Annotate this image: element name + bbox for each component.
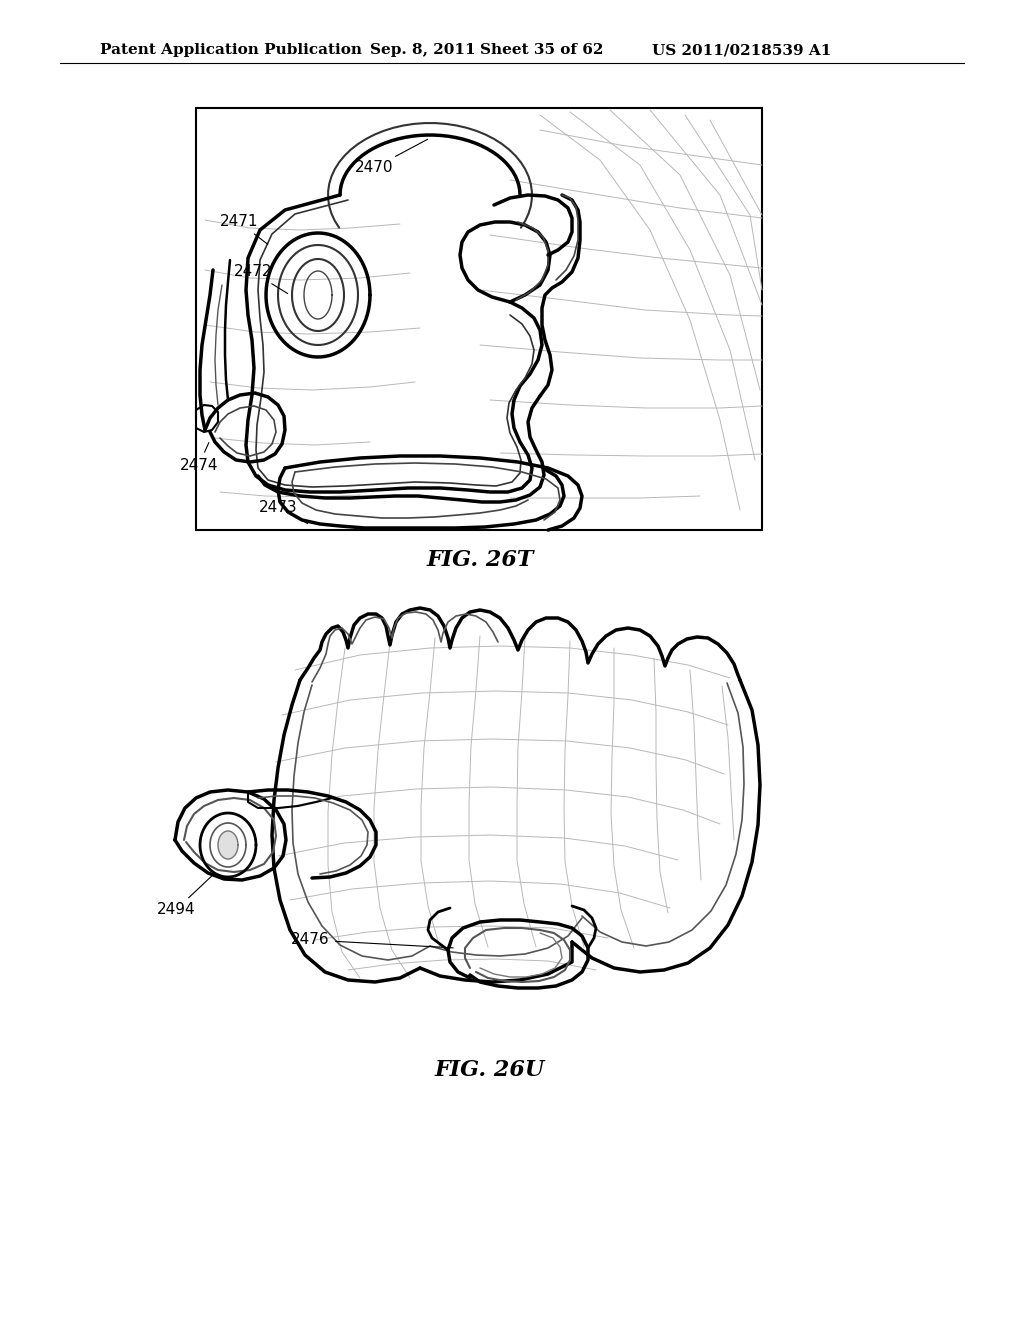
Text: US 2011/0218539 A1: US 2011/0218539 A1 xyxy=(652,44,831,57)
Text: Sep. 8, 2011: Sep. 8, 2011 xyxy=(370,44,475,57)
Text: 2470: 2470 xyxy=(354,140,428,176)
Text: 2476: 2476 xyxy=(292,932,454,948)
Text: 2471: 2471 xyxy=(219,214,268,244)
Text: Patent Application Publication: Patent Application Publication xyxy=(100,44,362,57)
Text: Sheet 35 of 62: Sheet 35 of 62 xyxy=(480,44,603,57)
Text: FIG. 26T: FIG. 26T xyxy=(426,549,534,572)
Text: FIG. 26U: FIG. 26U xyxy=(435,1059,545,1081)
Text: 2473: 2473 xyxy=(259,499,307,524)
Text: 2472: 2472 xyxy=(233,264,288,293)
Text: 2474: 2474 xyxy=(179,442,218,473)
Text: 2494: 2494 xyxy=(157,874,214,917)
Bar xyxy=(196,108,762,531)
Polygon shape xyxy=(218,832,238,859)
